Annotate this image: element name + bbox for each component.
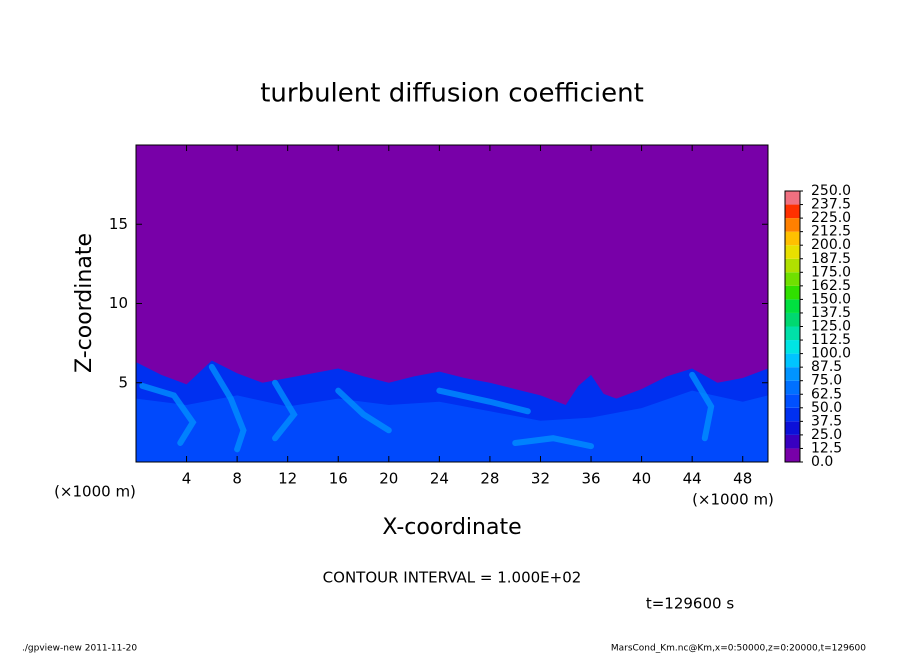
colorbar-label: 87.5 [811,359,842,375]
colorbar-cell [785,272,800,286]
colorbar-label: 112.5 [811,332,851,348]
colorbar-label: 25.0 [811,427,842,443]
colorbar-cell [785,258,800,273]
field-streak [512,435,595,450]
field-streak [335,387,392,434]
colorbar-cell [785,191,800,205]
x-tick-label: 16 [329,470,348,488]
colorbar-label: 37.5 [811,413,842,429]
colorbar-label: 75.0 [811,373,842,389]
colorbar-label: 150.0 [811,291,851,307]
x-tick-label: 28 [480,470,499,488]
colorbar-label: 50.0 [811,400,842,416]
colorbar-cell [785,340,800,354]
field-streak [208,363,247,453]
x-tick-label: 36 [581,470,600,488]
colorbar-label: 237.5 [811,197,851,213]
colorbar-cell [785,434,800,449]
colorbar-cell [785,245,800,259]
colorbar-cell [785,204,800,219]
colorbar-label: 12.5 [811,440,842,456]
x-axis-label: X-coordinate [382,515,521,540]
x-tick-label: 24 [430,470,449,488]
colorbar-label: 100.0 [811,346,851,362]
field-streak [272,379,298,442]
contour-interval: CONTOUR INTERVAL = 1.000E+02 [323,569,582,587]
colorbar-cell [785,394,800,408]
y-tick-label: 15 [109,215,128,233]
colorbar-cell [785,367,800,381]
footer-right: MarsCond_Km.nc@Km,x=0:50000,z=0:20000,t=… [611,644,866,654]
x-unit: (×1000 m) [692,491,774,509]
colorbar-label: 125.0 [811,319,851,335]
colorbar-label: 212.5 [811,224,851,240]
colorbar-label: 62.5 [811,386,842,402]
colorbar-cell [785,353,800,368]
x-tick-label: 20 [379,470,398,488]
x-tick-label: 32 [531,470,550,488]
colorbar-label: 0.0 [811,454,833,470]
colorbar-cell [785,448,800,462]
colorbar-label: 137.5 [811,305,851,321]
colorbar-label: 162.5 [811,278,851,294]
y-unit: (×1000 m) [54,483,136,501]
colorbar-cell [785,407,800,422]
x-tick-label: 40 [632,470,651,488]
colorbar-label: 200.0 [811,237,851,253]
footer-left: ./gpview-new 2011-11-20 [22,644,137,654]
field-streak [689,371,715,442]
field-region [136,390,768,462]
y-tick-label: 10 [109,294,128,312]
x-tick-label: 12 [278,470,297,488]
colorbar-label: 250.0 [811,183,851,199]
colorbar-cell [785,218,800,232]
colorbar-label: 187.5 [811,251,851,267]
colorbar-cell [785,326,800,341]
colorbar-cell [785,312,800,327]
field-streak [139,382,197,446]
colorbar-label: 175.0 [811,264,851,280]
colorbar-cell [785,285,800,300]
colorbar-cell [785,231,800,246]
time-label: t=129600 s [646,595,734,613]
colorbar-cell [785,421,800,435]
chart-title: turbulent diffusion coefficient [260,79,644,109]
colorbar-cell [785,380,800,395]
field-streak [436,387,531,415]
colorbar-cell [785,299,800,313]
y-tick-label: 5 [118,373,128,391]
x-tick-label: 44 [683,470,702,488]
y-axis-label: Z-coordinate [72,233,97,373]
x-tick-label: 4 [182,470,192,488]
x-tick-label: 48 [733,470,752,488]
x-tick-label: 8 [232,470,242,488]
colorbar-label: 225.0 [811,210,851,226]
